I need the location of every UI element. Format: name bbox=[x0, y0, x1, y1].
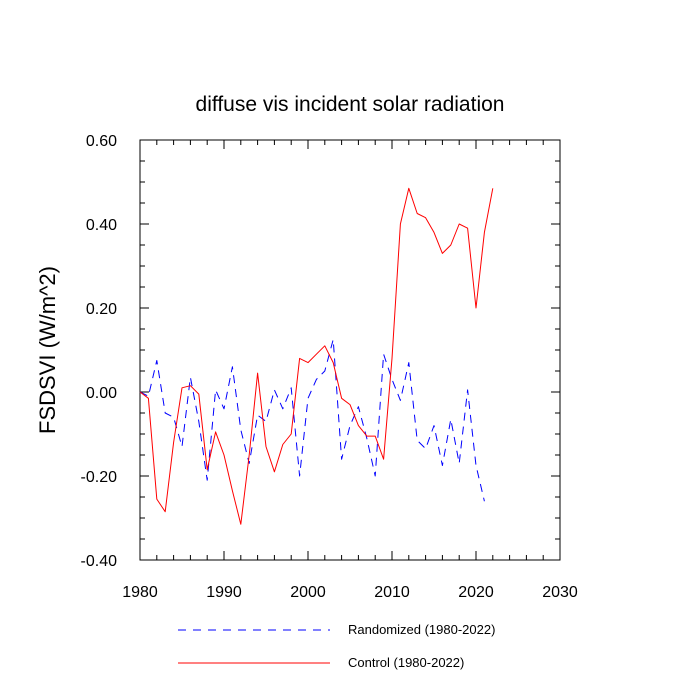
x-tick-label: 2000 bbox=[290, 584, 326, 601]
y-tick-label: -0.40 bbox=[81, 553, 118, 570]
y-tick-label: 0.00 bbox=[86, 385, 117, 402]
y-tick-label: -0.20 bbox=[81, 469, 118, 486]
legend: Randomized (1980-2022) Control (1980-2022… bbox=[178, 622, 495, 670]
x-tick-label: 1990 bbox=[206, 584, 242, 601]
y-tick-label: 0.20 bbox=[86, 301, 117, 318]
x-tick-label: 2010 bbox=[374, 584, 410, 601]
y-axis-label: FSDSVI (W/m^2) bbox=[35, 266, 60, 434]
y-tick-label: 0.40 bbox=[86, 217, 117, 234]
plot-area: 1980 1990 2000 2010 2020 2030 -0.40 -0.20 0.00 0.… bbox=[81, 133, 578, 601]
x-tick-label: 2030 bbox=[542, 584, 578, 601]
x-tick-label: 2020 bbox=[458, 584, 494, 601]
chart-title: diffuse vis incident solar radiation bbox=[196, 93, 505, 116]
x-tick-label: 1980 bbox=[122, 584, 158, 601]
y-tick-label: 0.60 bbox=[86, 133, 117, 150]
series-line-control bbox=[139, 187, 494, 525]
legend-label-control: Control (1980-2022) bbox=[348, 655, 464, 670]
legend-label-randomized: Randomized (1980-2022) bbox=[348, 622, 495, 637]
